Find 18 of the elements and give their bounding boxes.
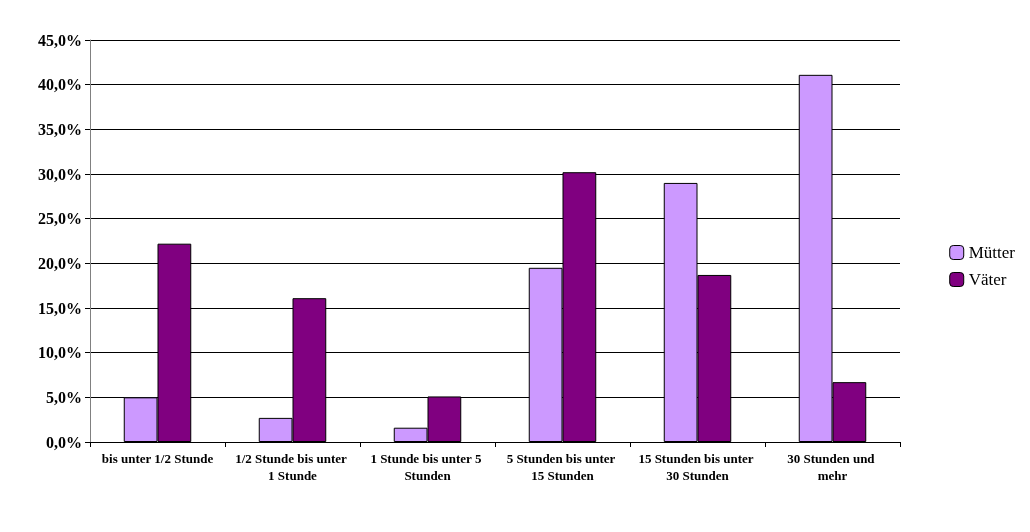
y-tick-label: 45,0% — [38, 31, 82, 49]
x-tick-label: 1/2 Stunde bis unter 1 Stunde — [235, 451, 350, 483]
x-tick-label: bis unter 1/2 Stunde — [101, 451, 214, 466]
y-tick-label: 35,0% — [38, 120, 82, 138]
x-tick-label: 5 Stunden bis unter 15 Stunden — [506, 451, 619, 483]
x-tick-label: 15 Stunden bis unter 30 Stunden — [638, 451, 757, 483]
legend-label: Mütter — [968, 243, 1016, 262]
legend-label: Väter — [968, 270, 1007, 289]
y-tick-label: 0,0% — [46, 433, 82, 451]
y-tick-label: 25,0% — [38, 210, 82, 228]
x-tick-label: 1 Stunde bis unter 5 Stunden — [370, 451, 485, 483]
y-tick-label: 5,0% — [46, 388, 82, 406]
y-tick-label: 15,0% — [38, 299, 82, 317]
y-tick-label: 20,0% — [38, 254, 82, 272]
x-tick-label: 30 Stunden und mehr — [787, 451, 878, 483]
y-tick-label: 40,0% — [38, 76, 82, 94]
y-tick-label: 10,0% — [38, 344, 82, 362]
y-tick-label: 30,0% — [38, 165, 82, 183]
